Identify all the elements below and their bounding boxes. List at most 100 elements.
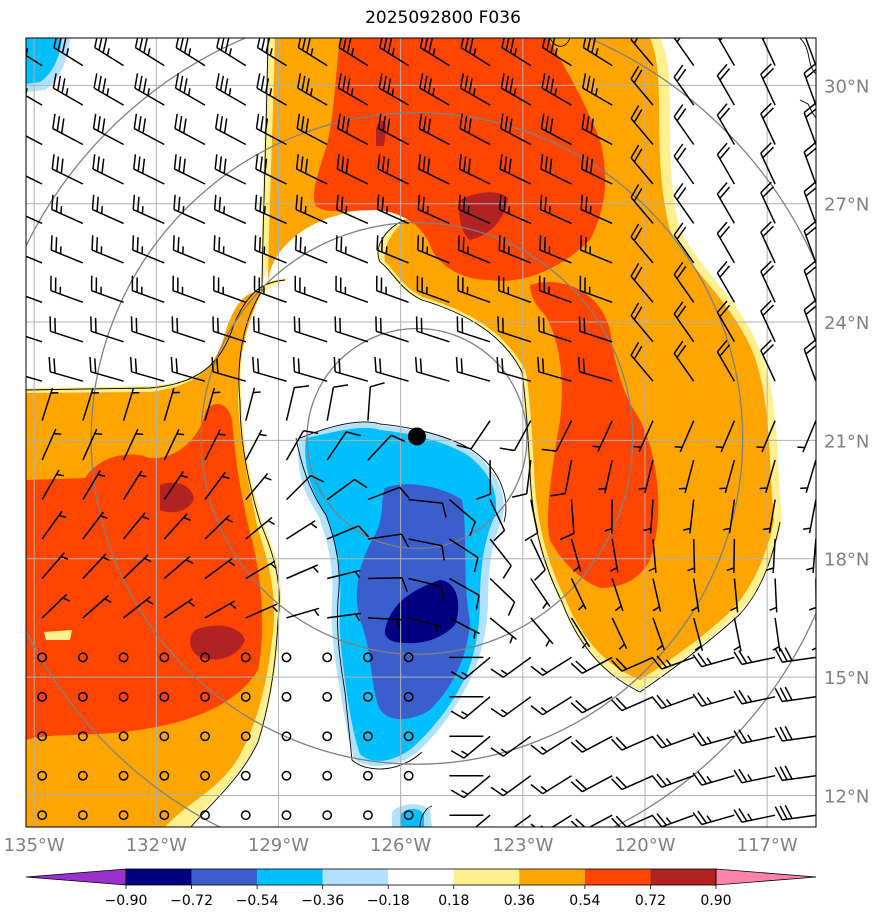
wind-barb <box>733 617 742 652</box>
calm-wind-circle <box>118 652 129 663</box>
calm-wind-circle <box>77 770 88 781</box>
wind-barb <box>499 154 532 185</box>
fill-contour-hi3 <box>160 482 194 513</box>
wind-barb <box>760 142 776 185</box>
wind-barb <box>214 113 247 146</box>
wind-barb <box>295 154 328 185</box>
wind-barb <box>692 731 735 747</box>
colorbar-outline <box>125 868 717 886</box>
wind-barb <box>245 516 275 540</box>
wind-barb <box>26 135 43 146</box>
wind-barb <box>540 113 572 146</box>
wind-barb <box>163 387 180 421</box>
wind-barb <box>760 299 776 343</box>
wind-barb <box>651 734 694 749</box>
wind-barb <box>630 302 654 343</box>
wind-barb <box>408 498 447 518</box>
wind-barb <box>122 470 147 500</box>
wind-barb <box>687 538 696 574</box>
wind-barb <box>170 356 206 382</box>
wind-barb <box>678 459 695 494</box>
wind-barb <box>673 182 695 224</box>
wind-barb <box>800 459 816 493</box>
lon-tick-label: 117°W <box>737 835 798 856</box>
wind-barb <box>286 520 318 540</box>
wind-barb <box>450 775 491 799</box>
colorbar-tick-label: 0.18 <box>438 893 469 909</box>
wind-barb <box>760 221 776 264</box>
wind-barb <box>458 154 491 185</box>
wind-barb <box>334 316 369 343</box>
wind-barb <box>499 420 532 452</box>
calm-wind-circle <box>37 652 48 663</box>
wind-barb <box>213 235 247 264</box>
wind-barb <box>448 499 476 536</box>
wind-barb <box>297 73 328 106</box>
wind-barb <box>417 235 450 264</box>
wind-barb <box>683 499 695 534</box>
wind-barb <box>294 235 328 264</box>
wind-barb <box>48 356 84 382</box>
wind-barb <box>476 460 492 500</box>
wind-barb <box>490 656 532 678</box>
map-frame <box>25 37 817 828</box>
wind-barb <box>245 387 261 421</box>
colorbar-segment <box>191 869 258 885</box>
wind-barb <box>252 316 287 343</box>
wind-barb <box>598 459 613 494</box>
wind-barb <box>376 235 409 264</box>
wind-barb <box>691 578 700 613</box>
calm-wind-circle <box>281 652 292 663</box>
map-content <box>26 38 816 827</box>
wind-barb <box>408 577 444 602</box>
wind-barb <box>163 470 188 501</box>
wind-barb <box>512 460 532 498</box>
wind-barb <box>577 356 613 382</box>
wind-barb <box>367 382 385 421</box>
wind-barb <box>630 38 654 67</box>
wind-barb <box>803 260 816 303</box>
calm-wind-circle <box>403 691 414 702</box>
wind-barb <box>82 387 99 421</box>
wind-barb <box>541 73 572 106</box>
wind-barb <box>611 617 628 650</box>
wind-barb <box>570 696 613 714</box>
wind-barb <box>490 735 532 757</box>
wind-barb <box>53 38 84 67</box>
wind-barb <box>408 538 445 561</box>
calm-wind-circle <box>281 810 292 821</box>
calm-wind-circle <box>240 652 251 663</box>
wind-barb <box>171 316 206 343</box>
wind-barb <box>374 356 409 382</box>
wind-barb <box>611 578 624 612</box>
wind-barb <box>408 617 442 633</box>
wind-barb <box>772 617 781 652</box>
wind-barb <box>367 617 402 627</box>
wind-barb <box>539 235 572 264</box>
wind-barb <box>132 235 165 264</box>
lat-tick-label: 15°N <box>824 668 869 689</box>
wind-barb <box>803 339 816 382</box>
wind-barb <box>611 656 654 672</box>
wind-barb <box>760 181 776 224</box>
wind-barb <box>803 220 816 264</box>
calm-wind-circle <box>322 652 333 663</box>
wind-barb <box>419 38 450 67</box>
wind-barb <box>733 729 776 745</box>
wind-barb <box>692 692 735 707</box>
wind-barb <box>174 73 206 106</box>
wind-barb <box>211 356 247 382</box>
wind-barb <box>449 577 480 610</box>
wind-barb <box>26 48 43 67</box>
wind-barb <box>286 564 319 580</box>
wind-barb <box>163 513 191 540</box>
wind-barb <box>717 38 736 66</box>
wind-barb <box>673 104 695 145</box>
wind-barb <box>215 73 247 106</box>
wind-barb <box>204 557 236 580</box>
wind-barb <box>490 775 532 797</box>
calm-wind-circle <box>37 691 48 702</box>
wind-barb <box>570 617 591 649</box>
wind-barb <box>130 316 165 343</box>
fill-contour-hi0 <box>44 630 72 640</box>
